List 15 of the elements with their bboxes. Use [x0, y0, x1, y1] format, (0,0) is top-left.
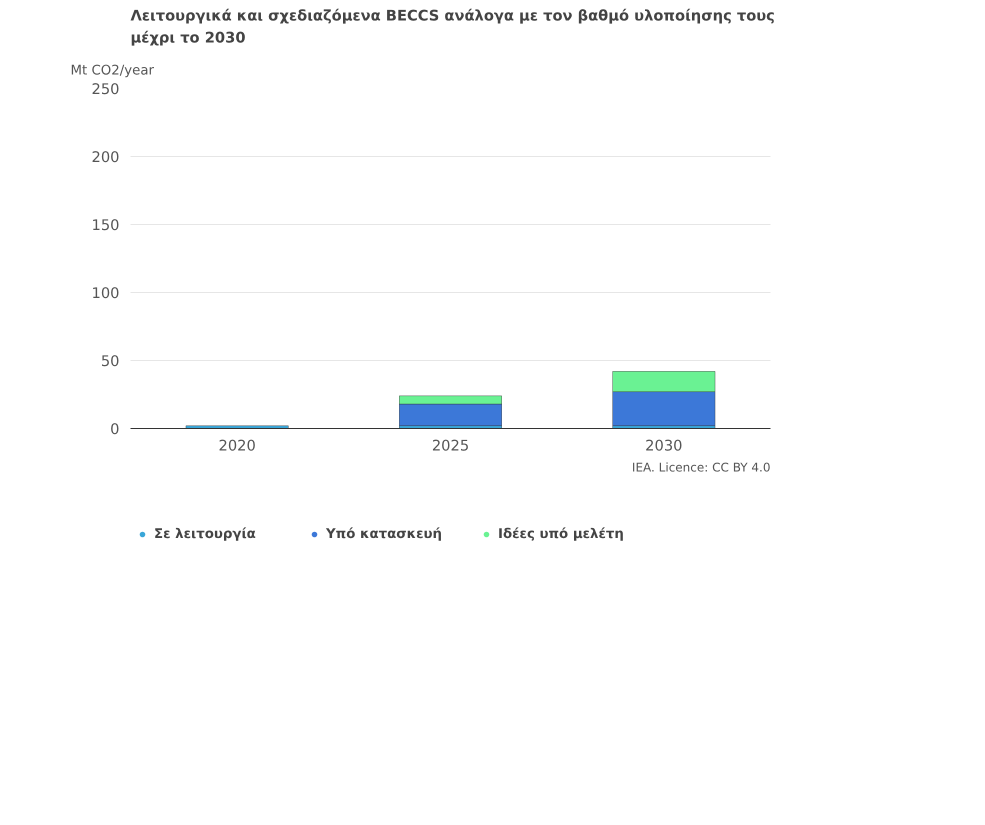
legend-label: Ιδέες υπό μελέτη [498, 526, 625, 543]
y-tick-label: 0 [110, 421, 120, 438]
y-tick-label: 100 [92, 285, 120, 302]
y-tick-label: 150 [92, 217, 120, 234]
y-axis-title: Mt CO2/year [70, 64, 154, 78]
legend-label: Υπό κατασκευή [326, 526, 444, 543]
legend-label: Σε λειτουργία [154, 526, 257, 543]
y-tick-label: 200 [92, 149, 120, 166]
text: IEA. Licence: CC BY 4.0 [632, 460, 771, 474]
y-tick-label: 50 [100, 353, 120, 370]
x-tick-label: 2025 [432, 438, 470, 454]
y-tick-label: 250 [92, 81, 120, 98]
x-tick-label: 2030 [645, 438, 682, 454]
x-tick-label: 2020 [218, 438, 256, 454]
chart-title: Λειτουργικά και σχεδιαζόμενα BECCS ανάλογα με τον βαθμό υλοποίησης τους μέχρι το 2030 [130, 7, 775, 46]
